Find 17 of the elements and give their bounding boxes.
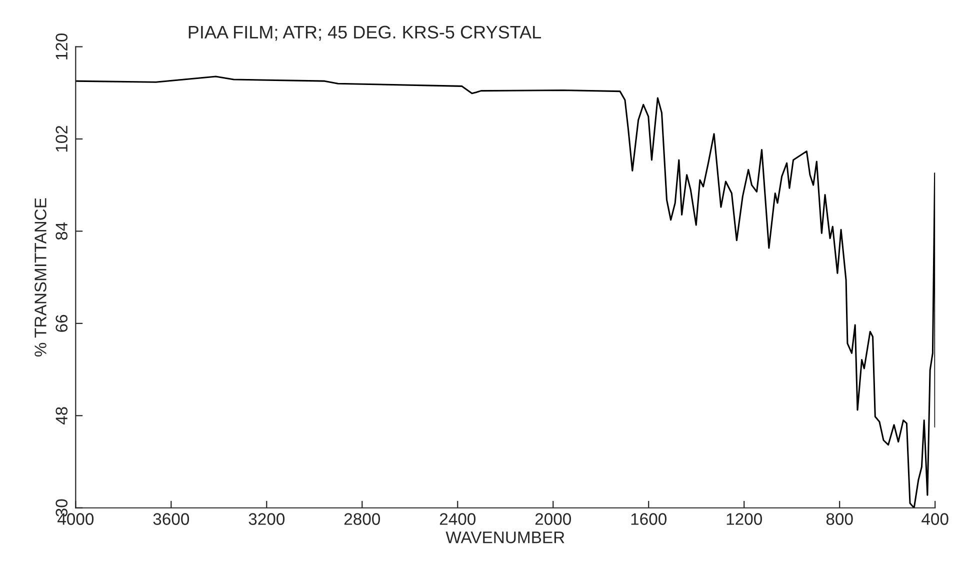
y-tick-label: 66 — [56, 314, 68, 332]
chart-title: PIAA FILM; ATR; 45 DEG. KRS-5 CRYSTAL — [188, 26, 542, 41]
x-tick-label: 1200 — [726, 513, 762, 525]
y-axis-title: % TRANSMITTANCE — [34, 198, 46, 357]
y-tick-label: 102 — [56, 126, 68, 152]
x-tick-label: 3600 — [153, 513, 190, 525]
y-tick-label: 120 — [56, 33, 68, 60]
x-axis-title: WAVENUMBER — [446, 532, 564, 544]
x-tick-label: 2000 — [535, 513, 572, 525]
y-tick-label: 48 — [56, 407, 68, 425]
x-tick-label: 800 — [826, 513, 853, 525]
x-tick-label: 3200 — [248, 513, 285, 525]
x-tick-label: 2400 — [440, 513, 476, 525]
x-tick-label: 2800 — [344, 513, 380, 525]
x-tick-label: 1600 — [631, 513, 666, 525]
x-tick-label: 400 — [922, 513, 948, 525]
y-tick-label: 84 — [56, 222, 68, 240]
